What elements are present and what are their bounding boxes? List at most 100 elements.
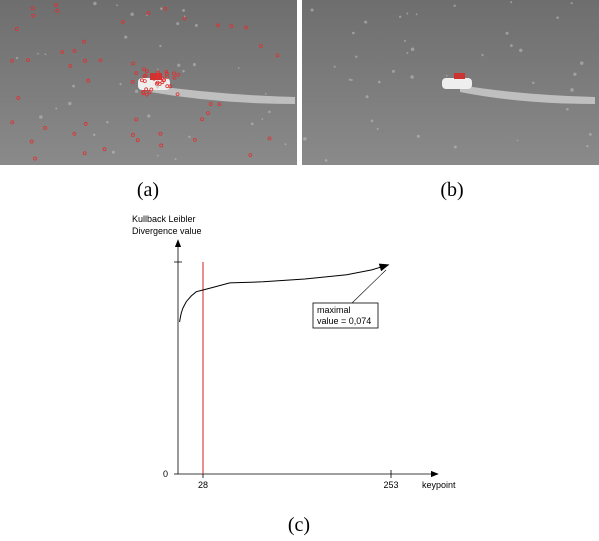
wave <box>365 95 369 99</box>
wave <box>364 20 368 24</box>
wave <box>519 48 523 53</box>
keypoint <box>259 44 263 48</box>
keypoint <box>54 3 58 8</box>
caption: (c) <box>288 514 310 536</box>
keypoint <box>217 102 222 107</box>
x-tick-label: 28 <box>198 480 208 490</box>
keypoint <box>158 131 163 136</box>
wave <box>510 1 513 4</box>
panel-label: (a) <box>137 179 159 201</box>
wave <box>573 72 577 76</box>
wave <box>15 56 19 60</box>
keypoint <box>55 8 60 13</box>
keypoint <box>83 121 88 126</box>
keypoint <box>86 78 91 83</box>
wave <box>237 67 240 69</box>
keypoint <box>60 50 65 55</box>
annotation: maximal <box>317 305 351 315</box>
keypoint <box>162 78 167 82</box>
keypoint <box>275 53 280 58</box>
keypoint <box>175 92 180 97</box>
wave <box>134 89 139 94</box>
wave <box>403 39 406 42</box>
keypoint <box>163 6 168 11</box>
wave <box>350 78 353 82</box>
wave <box>556 16 559 19</box>
keypoint <box>121 20 125 24</box>
wave <box>174 158 177 161</box>
wave <box>264 92 267 95</box>
wave <box>377 80 381 84</box>
photo-b <box>302 0 599 165</box>
wave <box>156 154 159 157</box>
wave <box>509 44 513 47</box>
keypoint <box>10 120 15 125</box>
y-axis-label: Kullback Leibler <box>132 214 196 224</box>
annotation-leader <box>351 269 387 304</box>
keypoint <box>244 25 249 30</box>
wave <box>324 159 328 162</box>
wave <box>55 107 58 110</box>
keypoint <box>29 139 34 144</box>
keypoint <box>141 91 146 96</box>
keypoint <box>16 96 21 100</box>
keypoint <box>192 137 197 142</box>
wave <box>106 120 109 124</box>
wave <box>176 22 180 26</box>
keypoint <box>134 117 139 122</box>
keypoint <box>14 27 19 31</box>
wave <box>147 114 151 118</box>
panel-label: (b) <box>440 179 463 201</box>
wave <box>119 83 122 86</box>
keypoint <box>229 24 234 29</box>
keypoint <box>164 75 169 79</box>
wave <box>370 119 374 123</box>
wave <box>130 12 134 16</box>
wave <box>333 65 336 68</box>
keypoint <box>130 133 135 137</box>
wave <box>183 15 186 18</box>
keypoint <box>43 126 47 130</box>
wave <box>165 92 168 95</box>
wave <box>93 1 97 6</box>
keypoint <box>134 71 139 75</box>
wave <box>352 31 355 35</box>
wave <box>570 88 574 92</box>
wave <box>516 139 519 142</box>
wave <box>177 63 181 67</box>
wave <box>348 78 351 81</box>
keypoint <box>146 11 151 15</box>
keypoint <box>159 143 164 148</box>
keypoint <box>156 70 160 75</box>
keypoint <box>159 76 164 81</box>
wave <box>37 52 39 55</box>
wave <box>453 145 457 149</box>
annotation: value = 0,074 <box>317 316 371 326</box>
wave <box>416 134 420 138</box>
wave <box>271 100 276 104</box>
wave <box>415 13 418 16</box>
keypoint <box>26 58 30 63</box>
wave <box>39 115 43 119</box>
wave <box>406 51 409 54</box>
keypoint <box>141 67 146 72</box>
wave <box>192 63 196 67</box>
wave <box>194 23 198 27</box>
keypoint <box>82 39 86 44</box>
wave <box>188 135 191 139</box>
wave <box>398 15 402 19</box>
annotation-box <box>312 302 379 329</box>
wave <box>92 133 96 137</box>
wave <box>156 85 159 89</box>
keypoint <box>145 69 149 74</box>
photo-a <box>0 0 297 165</box>
wave <box>376 127 379 130</box>
wave <box>182 69 185 73</box>
wave <box>284 143 287 146</box>
keypoint <box>267 136 272 141</box>
keypoint <box>82 151 87 156</box>
wave <box>355 55 358 59</box>
wave <box>481 53 484 57</box>
wave <box>310 8 314 12</box>
keypoint <box>144 87 149 92</box>
